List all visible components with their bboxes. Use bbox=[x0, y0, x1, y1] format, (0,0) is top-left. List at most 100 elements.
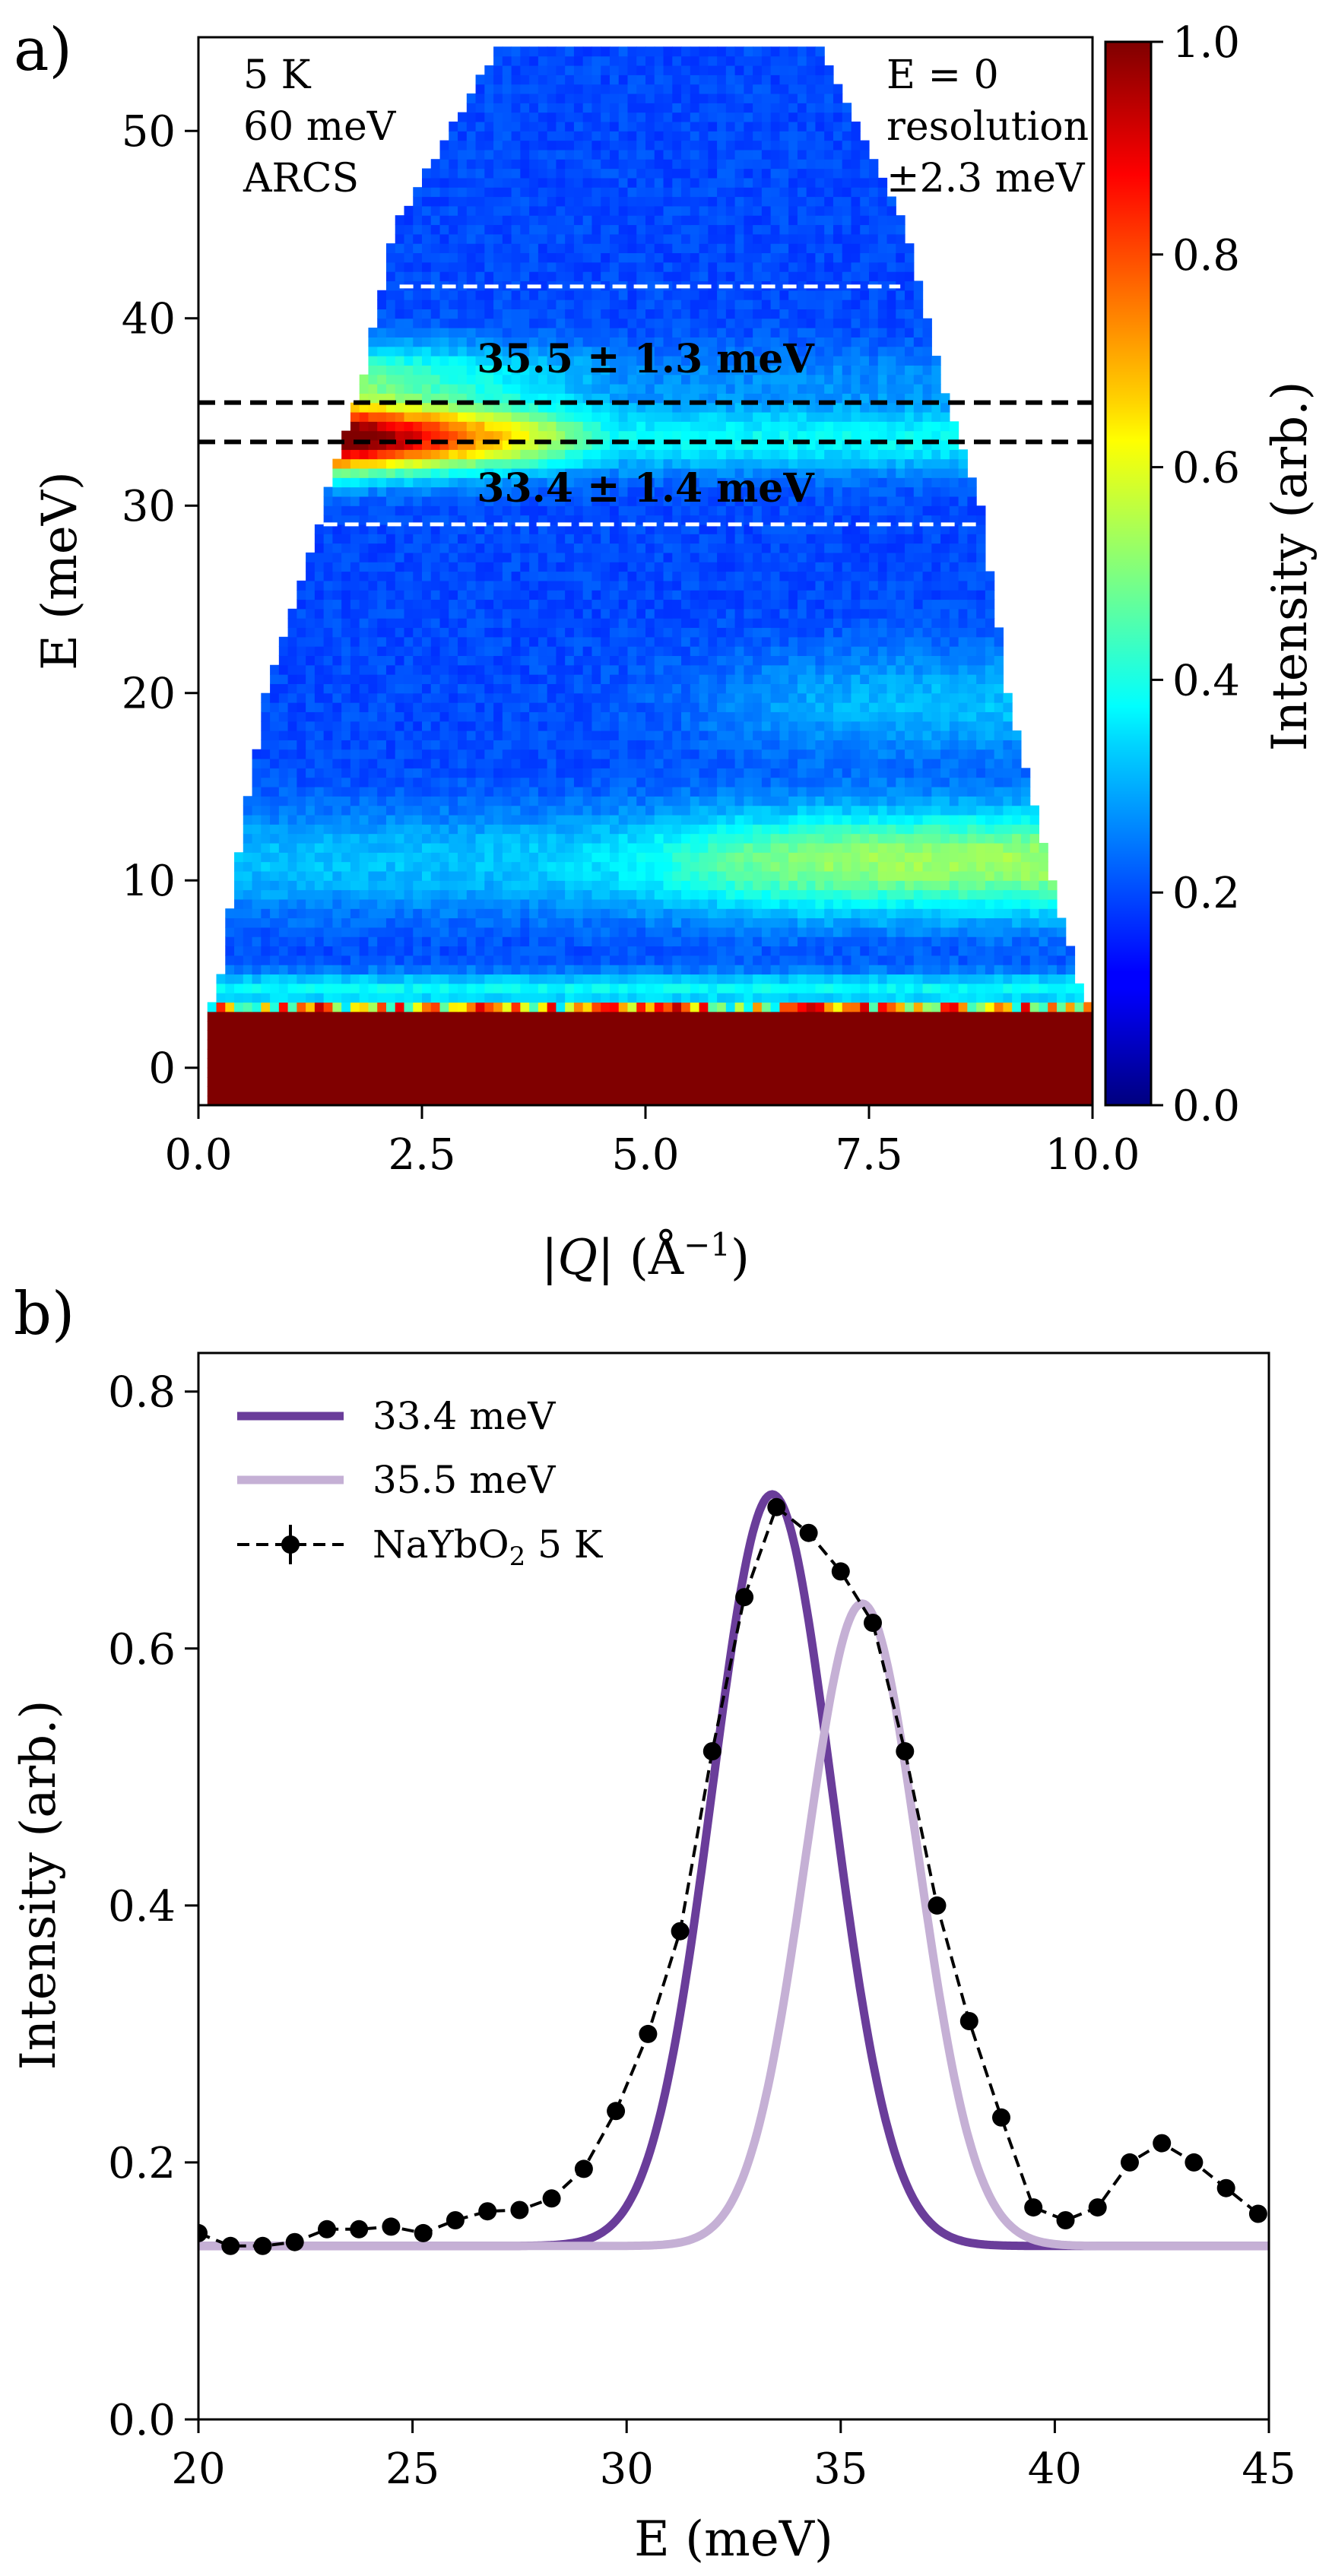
heatmap-cell bbox=[458, 674, 468, 684]
heatmap-cell bbox=[413, 702, 423, 712]
heatmap-cell bbox=[940, 917, 950, 928]
heatmap-cell bbox=[940, 674, 950, 684]
heatmap-cell bbox=[359, 852, 369, 863]
heatmap-cell bbox=[466, 692, 477, 703]
heatmap-cell bbox=[976, 824, 986, 835]
heatmap-cell bbox=[502, 655, 512, 666]
heatmap-cell bbox=[832, 1086, 843, 1097]
heatmap-cell bbox=[565, 608, 575, 619]
heatmap-cell bbox=[851, 692, 861, 703]
heatmap-cell bbox=[779, 721, 789, 731]
heatmap-cell bbox=[753, 965, 763, 975]
heatmap-cell bbox=[753, 974, 763, 984]
heatmap-cell bbox=[529, 824, 539, 835]
heatmap-cell bbox=[940, 730, 950, 740]
heatmap-cell bbox=[1012, 917, 1022, 928]
heatmap-cell bbox=[430, 1095, 441, 1105]
heatmap-cell bbox=[306, 655, 316, 666]
heatmap-cell bbox=[690, 898, 700, 909]
heatmap-cell bbox=[430, 749, 441, 759]
heatmap-cell bbox=[734, 983, 744, 993]
heatmap-cell bbox=[609, 590, 620, 600]
heatmap-cell bbox=[806, 936, 817, 947]
heatmap-cell bbox=[753, 993, 763, 1003]
heatmap-cell bbox=[520, 833, 530, 844]
heatmap-cell bbox=[770, 655, 780, 666]
heatmap-cell bbox=[717, 870, 727, 881]
heatmap-cell bbox=[314, 1049, 325, 1059]
heatmap-cell bbox=[734, 955, 744, 965]
heatmap-cell bbox=[922, 674, 932, 684]
heatmap-cell bbox=[404, 1095, 414, 1105]
heatmap-cell bbox=[940, 618, 950, 629]
heatmap-cell bbox=[663, 1049, 673, 1059]
heatmap-cell bbox=[753, 711, 763, 722]
heatmap-cell bbox=[940, 758, 950, 768]
heatmap-cell bbox=[734, 590, 744, 600]
heatmap-cell bbox=[591, 1039, 601, 1050]
heatmap-cell bbox=[591, 590, 601, 600]
heatmap-cell bbox=[377, 721, 387, 731]
heatmap-cell bbox=[573, 721, 584, 731]
heatmap-cell bbox=[896, 796, 905, 806]
heatmap-cell bbox=[663, 861, 673, 872]
heatmap-cell bbox=[869, 1021, 879, 1031]
heatmap-cell bbox=[788, 1086, 798, 1097]
heatmap-cell bbox=[484, 1095, 494, 1105]
heatmap-cell bbox=[1029, 1095, 1040, 1105]
heatmap-cell bbox=[636, 1086, 646, 1097]
heatmap-cell bbox=[967, 786, 977, 797]
heatmap-cell bbox=[520, 1095, 530, 1105]
heatmap-cell bbox=[314, 870, 325, 881]
heatmap-cell bbox=[466, 833, 477, 844]
heatmap-cell bbox=[270, 786, 280, 797]
heatmap-cell bbox=[538, 1039, 548, 1050]
heatmap-cell bbox=[234, 861, 244, 872]
heatmap-cell bbox=[896, 655, 905, 666]
heatmap-cell bbox=[502, 917, 512, 928]
heatmap-cell bbox=[466, 936, 477, 947]
heatmap-cell bbox=[832, 955, 843, 965]
heatmap-cell bbox=[475, 627, 485, 638]
heatmap-cell bbox=[708, 814, 718, 825]
heatmap-cell bbox=[484, 898, 494, 909]
heatmap-cell bbox=[1012, 796, 1022, 806]
heatmap-cell bbox=[931, 1058, 941, 1069]
heatmap-cell bbox=[261, 870, 271, 881]
heatmap-cell bbox=[573, 636, 584, 647]
heatmap-cell bbox=[654, 777, 664, 787]
heatmap-cell bbox=[323, 927, 333, 937]
heatmap-cell bbox=[270, 993, 280, 1003]
heatmap-cell bbox=[368, 777, 378, 787]
heatmap-cell bbox=[1065, 974, 1076, 984]
heatmap-cell bbox=[332, 917, 342, 928]
heatmap-cell bbox=[985, 740, 995, 750]
heatmap-cell bbox=[493, 852, 503, 863]
heatmap-cell bbox=[350, 786, 360, 797]
heatmap-cell bbox=[967, 627, 977, 638]
heatmap-cell bbox=[601, 936, 610, 947]
heatmap-cell bbox=[967, 655, 977, 666]
heatmap-cell bbox=[511, 889, 521, 900]
heatmap-cell bbox=[466, 861, 477, 872]
heatmap-cell bbox=[314, 936, 325, 947]
heatmap-cell bbox=[806, 692, 817, 703]
heatmap-cell bbox=[287, 898, 297, 909]
heatmap-cell bbox=[985, 974, 995, 984]
heatmap-cell bbox=[297, 861, 306, 872]
heatmap-cell bbox=[869, 917, 879, 928]
heatmap-cell bbox=[422, 833, 432, 844]
heatmap-cell bbox=[350, 618, 360, 629]
heatmap-cell bbox=[681, 1095, 691, 1105]
heatmap-cell bbox=[1065, 1067, 1076, 1078]
heatmap-cell bbox=[949, 664, 959, 675]
heatmap-cell bbox=[958, 740, 968, 750]
heatmap-cell bbox=[744, 721, 753, 731]
heatmap-cell bbox=[627, 842, 637, 853]
heatmap-cell bbox=[994, 833, 1004, 844]
heatmap-cell bbox=[636, 1049, 646, 1059]
heatmap-cell bbox=[430, 1086, 441, 1097]
heatmap-cell bbox=[958, 936, 968, 947]
heatmap-cell bbox=[869, 824, 879, 835]
heatmap-cell bbox=[323, 946, 333, 956]
